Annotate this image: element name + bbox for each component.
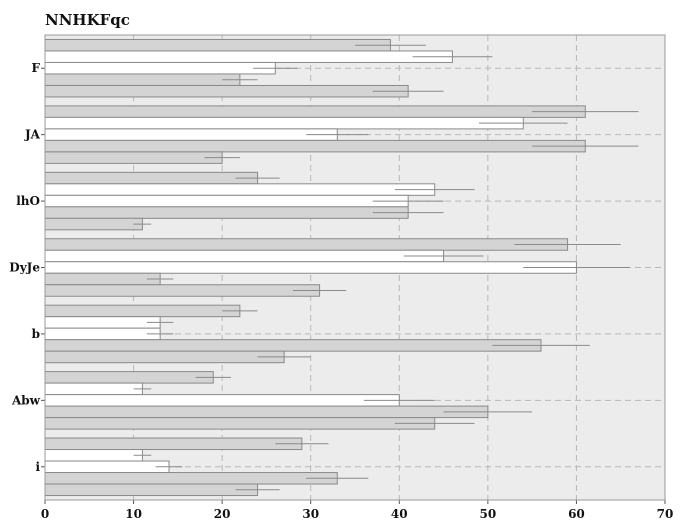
bar — [44, 249, 445, 263]
bar — [44, 350, 285, 364]
y-tick-label: lhO — [16, 194, 40, 208]
bar — [44, 449, 143, 462]
plot-frame — [44, 34, 666, 501]
bar — [44, 339, 542, 352]
bar — [44, 394, 400, 407]
bar — [44, 151, 223, 164]
y-tick-label: F — [31, 61, 40, 75]
y-tick-label: b — [32, 327, 40, 341]
bar — [44, 327, 161, 341]
bar — [44, 206, 409, 219]
bar — [44, 261, 577, 274]
bar — [44, 238, 569, 251]
error-bars-layer — [133, 44, 639, 491]
bars-layer — [44, 38, 586, 497]
bar — [44, 171, 259, 185]
bar — [44, 371, 214, 384]
bar — [44, 61, 276, 75]
bar — [44, 116, 524, 130]
y-tick-label: Abw — [11, 393, 41, 407]
bar — [44, 194, 409, 208]
bar — [44, 84, 409, 98]
y-tick-label: JA — [24, 128, 41, 142]
x-tick-label: 60 — [568, 507, 585, 521]
bar — [44, 437, 303, 451]
x-tick-label: 70 — [657, 507, 674, 521]
x-tick-label: 10 — [125, 507, 142, 521]
bar — [44, 405, 489, 419]
bar — [44, 460, 170, 474]
bar — [44, 284, 321, 297]
x-tick-labels: 0 10 20 30 40 50 60 70 — [41, 500, 674, 521]
bar — [44, 217, 143, 231]
bar — [44, 128, 338, 141]
bar — [44, 73, 241, 86]
x-tick-label: 0 — [41, 507, 49, 521]
y-tick-label: i — [35, 460, 40, 474]
bar — [44, 483, 259, 497]
bar — [44, 316, 161, 329]
x-tick-label: 50 — [480, 507, 497, 521]
bar — [44, 382, 143, 396]
y-tick-label: DyJe — [9, 261, 40, 275]
bar — [44, 304, 241, 318]
y-tick-labels: F JA lhO DyJe b Abw i — [9, 61, 45, 474]
bar — [44, 472, 338, 485]
bar — [44, 50, 453, 63]
bar — [44, 139, 586, 153]
bar — [44, 105, 586, 118]
bar — [44, 183, 436, 196]
x-tick-label: 30 — [302, 507, 319, 521]
bar — [44, 38, 391, 52]
x-tick-label: 20 — [214, 507, 231, 521]
x-tick-label: 40 — [391, 507, 408, 521]
bar — [44, 272, 161, 286]
bar — [44, 417, 436, 430]
chart-title: NNHKFqc — [45, 11, 130, 29]
